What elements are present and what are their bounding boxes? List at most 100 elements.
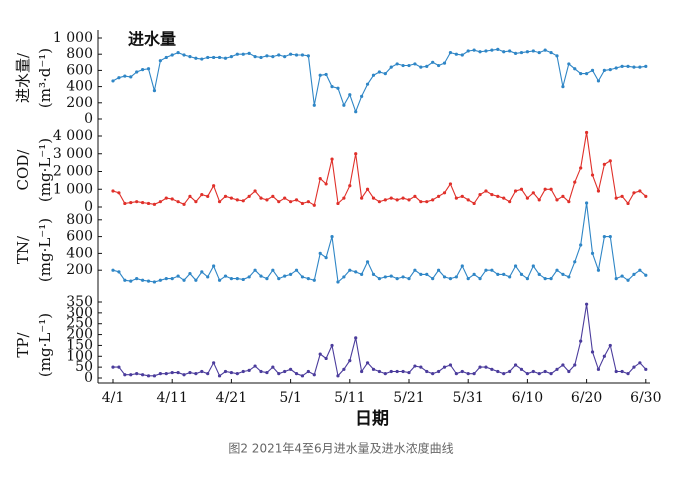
point bbox=[460, 194, 464, 198]
point bbox=[371, 272, 376, 276]
point bbox=[389, 274, 393, 278]
point bbox=[354, 110, 358, 114]
point bbox=[513, 51, 518, 55]
point bbox=[632, 191, 636, 195]
point bbox=[200, 57, 204, 61]
point bbox=[206, 194, 210, 198]
point bbox=[164, 196, 168, 200]
point bbox=[176, 370, 180, 375]
y-tick-label: 2 000 bbox=[53, 164, 93, 180]
point bbox=[395, 62, 399, 66]
y-axis-label: TN/ bbox=[14, 235, 32, 264]
series-line bbox=[113, 304, 647, 377]
y-tick-label: 300 bbox=[66, 305, 93, 321]
point bbox=[206, 372, 210, 376]
point bbox=[158, 278, 162, 282]
point bbox=[437, 63, 441, 68]
point bbox=[146, 67, 151, 71]
point bbox=[324, 356, 328, 361]
point bbox=[484, 189, 488, 193]
point bbox=[141, 67, 145, 72]
point bbox=[567, 275, 571, 279]
y-tick-label: 800 bbox=[66, 46, 93, 62]
point bbox=[377, 277, 381, 281]
point bbox=[389, 196, 393, 200]
point bbox=[111, 79, 115, 83]
point bbox=[608, 235, 612, 239]
point bbox=[182, 278, 186, 282]
point bbox=[164, 55, 168, 60]
point bbox=[590, 68, 595, 72]
point bbox=[176, 274, 180, 278]
point bbox=[537, 372, 541, 376]
point bbox=[614, 66, 618, 70]
point bbox=[579, 72, 583, 76]
point bbox=[247, 368, 251, 372]
point bbox=[585, 201, 589, 205]
point bbox=[194, 372, 198, 376]
point bbox=[194, 278, 198, 282]
point bbox=[608, 159, 612, 163]
point bbox=[454, 275, 458, 279]
point bbox=[283, 55, 287, 59]
point bbox=[194, 56, 198, 60]
point bbox=[614, 196, 618, 200]
point bbox=[152, 280, 157, 284]
y-tick-label: 350 bbox=[66, 294, 93, 310]
point bbox=[324, 256, 328, 260]
point bbox=[407, 277, 411, 281]
point bbox=[531, 49, 535, 53]
point bbox=[602, 162, 606, 166]
point bbox=[561, 272, 565, 276]
point bbox=[135, 200, 139, 204]
point bbox=[537, 272, 541, 276]
point bbox=[573, 260, 577, 264]
point bbox=[413, 194, 417, 198]
point bbox=[253, 268, 257, 272]
point bbox=[289, 52, 293, 56]
point bbox=[217, 374, 222, 378]
y-tick-label: 800 bbox=[66, 212, 93, 228]
point bbox=[253, 364, 257, 368]
point bbox=[561, 194, 565, 198]
point bbox=[478, 277, 482, 281]
point bbox=[206, 275, 210, 279]
point bbox=[454, 196, 458, 200]
point bbox=[626, 201, 630, 206]
point bbox=[419, 200, 423, 204]
point bbox=[525, 50, 530, 54]
point bbox=[431, 277, 435, 281]
point bbox=[395, 369, 399, 374]
point bbox=[164, 372, 168, 376]
point bbox=[229, 55, 233, 59]
point bbox=[247, 275, 251, 279]
point bbox=[401, 369, 405, 374]
caption: 图2 2021年4至6月进水量及进水浓度曲线 bbox=[228, 441, 453, 456]
point bbox=[579, 243, 583, 247]
point bbox=[265, 277, 269, 281]
point bbox=[241, 199, 245, 203]
point bbox=[508, 200, 512, 204]
point bbox=[223, 56, 228, 60]
point bbox=[312, 373, 316, 377]
point bbox=[259, 274, 263, 278]
point bbox=[632, 365, 636, 369]
point bbox=[448, 50, 453, 55]
point bbox=[342, 196, 346, 200]
point bbox=[472, 372, 476, 376]
point bbox=[614, 369, 618, 374]
series-line bbox=[112, 132, 647, 207]
point bbox=[277, 200, 281, 204]
point bbox=[377, 369, 381, 374]
point bbox=[407, 370, 411, 375]
point bbox=[431, 198, 435, 202]
point bbox=[265, 370, 269, 375]
point bbox=[573, 180, 577, 184]
point bbox=[413, 62, 417, 66]
point bbox=[170, 370, 174, 375]
point bbox=[283, 274, 287, 278]
point bbox=[490, 268, 494, 272]
point bbox=[235, 277, 239, 281]
point bbox=[472, 201, 476, 206]
